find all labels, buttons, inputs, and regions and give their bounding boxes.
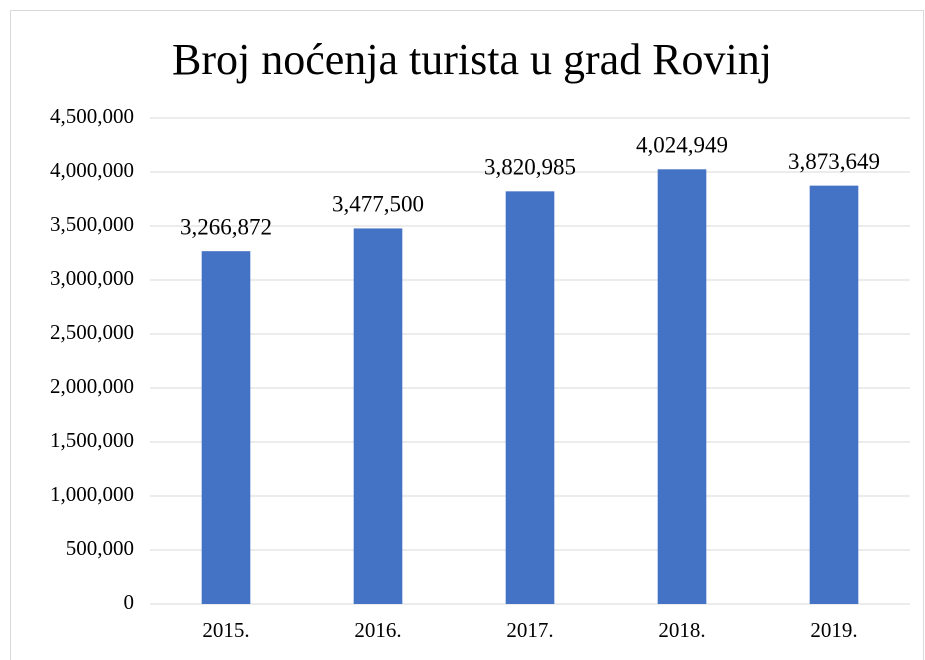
- y-tick-label: 4,500,000: [50, 104, 134, 128]
- bar: [505, 191, 555, 604]
- data-label: 3,820,985: [484, 155, 576, 180]
- bar: [201, 251, 251, 604]
- y-tick-label: 500,000: [66, 536, 134, 560]
- chart-title: Broj noćenja turista u grad Rovinj: [172, 35, 772, 84]
- bar: [657, 169, 707, 604]
- data-label: 3,266,872: [180, 214, 272, 239]
- data-label: 3,477,500: [332, 192, 424, 217]
- y-tick-label: 3,500,000: [50, 212, 134, 236]
- bar: [809, 185, 859, 604]
- y-tick-label: 0: [124, 590, 135, 614]
- y-tick-label: 4,000,000: [50, 158, 134, 182]
- x-tick-label: 2017.: [506, 618, 553, 642]
- chart-frame: [10, 10, 924, 660]
- y-tick-label: 1,000,000: [50, 482, 134, 506]
- data-label: 4,024,949: [636, 133, 728, 158]
- y-tick-label: 2,500,000: [50, 320, 134, 344]
- x-tick-label: 2018.: [658, 618, 705, 642]
- y-tick-label: 2,000,000: [50, 374, 134, 398]
- data-label: 3,873,649: [788, 149, 880, 174]
- x-tick-label: 2016.: [354, 618, 401, 642]
- y-tick-label: 3,000,000: [50, 266, 134, 290]
- bar: [353, 228, 403, 604]
- x-tick-label: 2019.: [810, 618, 857, 642]
- y-tick-label: 1,500,000: [50, 428, 134, 452]
- x-tick-label: 2015.: [202, 618, 249, 642]
